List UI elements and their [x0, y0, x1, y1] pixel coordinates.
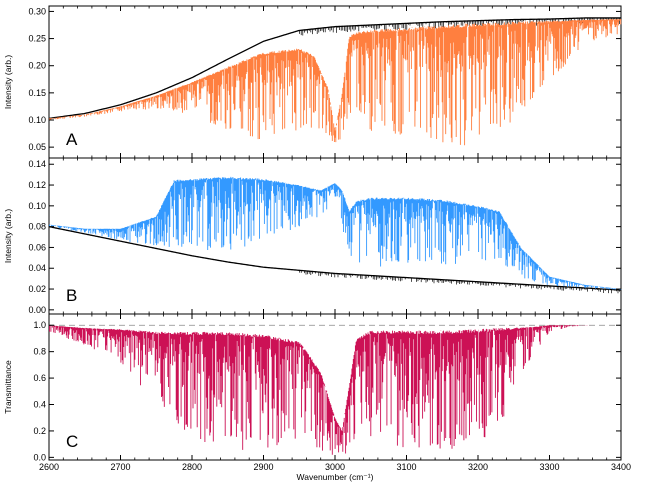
panel-b: 0.00 0.02 0.04 0.06 0.08 0.10 0.12 0.14 Intensit…	[3, 157, 622, 315]
y-axis-title: Transmittance	[3, 360, 13, 414]
y-tick-label: 0.15	[28, 88, 46, 98]
y-tick-label: 0.10	[28, 201, 46, 211]
y-tick-label: 0.20	[28, 61, 46, 71]
reference-curve	[48, 226, 622, 291]
x-tick-label: 3300	[539, 462, 559, 472]
y-tick-label: 0.08	[28, 222, 46, 232]
y-tick-label: 0.12	[28, 180, 46, 190]
panel-label: B	[66, 286, 77, 305]
x-tick-label: 3000	[325, 462, 345, 472]
x-tick-label: 2900	[253, 462, 273, 472]
series-absorption-lines	[49, 325, 592, 455]
reference-curve-dips	[299, 17, 620, 36]
series-absorption-lines	[49, 176, 622, 290]
y-tick-label: 0.4	[33, 400, 46, 410]
series-sample-lines	[49, 176, 622, 290]
x-tick-label: 2800	[182, 462, 202, 472]
y-tick-label: 0.06	[28, 242, 46, 252]
x-tick-label: 3400	[611, 462, 631, 472]
y-axis-title: Intensity (arb.)	[3, 55, 13, 109]
y-axis-title: Intensity (arb.)	[3, 209, 13, 263]
y-tick-label: 0.30	[28, 6, 46, 16]
x-tick-label: 2700	[110, 462, 130, 472]
series-sample-lines	[49, 19, 622, 146]
x-tick-label: 3200	[468, 462, 488, 472]
panel-c: 2600 2700 2800 2900 3000 3100 3200 3300 3400 0.0 0…	[3, 313, 631, 482]
reference-curve-dips	[299, 270, 620, 294]
y-tick-label: 0.2	[33, 426, 46, 436]
y-tick-label: 0.10	[28, 115, 46, 125]
x-axis-title: Wavenumber (cm⁻¹)	[297, 472, 374, 482]
series-absorption-lines	[49, 19, 622, 146]
y-tick-label: 0.14	[28, 159, 46, 169]
y-tick-label: 0.05	[28, 142, 46, 152]
y-tick-label: 0.6	[33, 373, 46, 383]
plot-frame	[48, 157, 622, 315]
x-tick-label: 3100	[396, 462, 416, 472]
y-tick-label: 0.04	[28, 263, 46, 273]
x-tick-label: 2600	[39, 462, 59, 472]
y-tick-label: 0.00	[28, 305, 46, 315]
y-tick-label: 0.02	[28, 284, 46, 294]
y-tick-label: 0.0	[33, 452, 46, 462]
y-tick-label: 1.0	[33, 320, 46, 330]
panel-label: C	[66, 432, 78, 451]
reference-curve	[48, 17, 621, 120]
y-tick-label: 0.25	[28, 34, 46, 44]
y-tick-label: 0.8	[33, 347, 46, 357]
panel-label: A	[66, 130, 78, 149]
series-transmittance-lines	[49, 325, 592, 455]
panel-a: 0.05 0.10 0.15 0.20 0.25 0.30 Intensity (arb.)…	[3, 5, 622, 159]
